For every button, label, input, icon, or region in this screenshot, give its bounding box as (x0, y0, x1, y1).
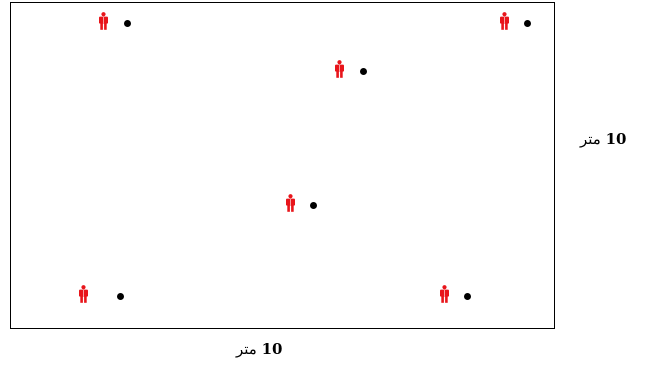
height-number: 10 (605, 130, 627, 148)
dot (310, 202, 317, 209)
height-unit: متر (580, 130, 601, 148)
dot (524, 20, 531, 27)
diagram-frame (10, 2, 555, 329)
person-icon (440, 285, 449, 303)
person-icon (335, 60, 344, 78)
width-dimension-label: 10 متر (236, 340, 283, 358)
dot (117, 293, 124, 300)
person-icon (500, 12, 509, 30)
width-number: 10 (261, 340, 283, 358)
width-unit: متر (236, 340, 257, 358)
person-icon (99, 12, 108, 30)
dot (464, 293, 471, 300)
dot (124, 20, 131, 27)
dot (360, 68, 367, 75)
height-dimension-label: 10 متر (580, 130, 627, 148)
person-icon (286, 194, 295, 212)
person-icon (79, 285, 88, 303)
